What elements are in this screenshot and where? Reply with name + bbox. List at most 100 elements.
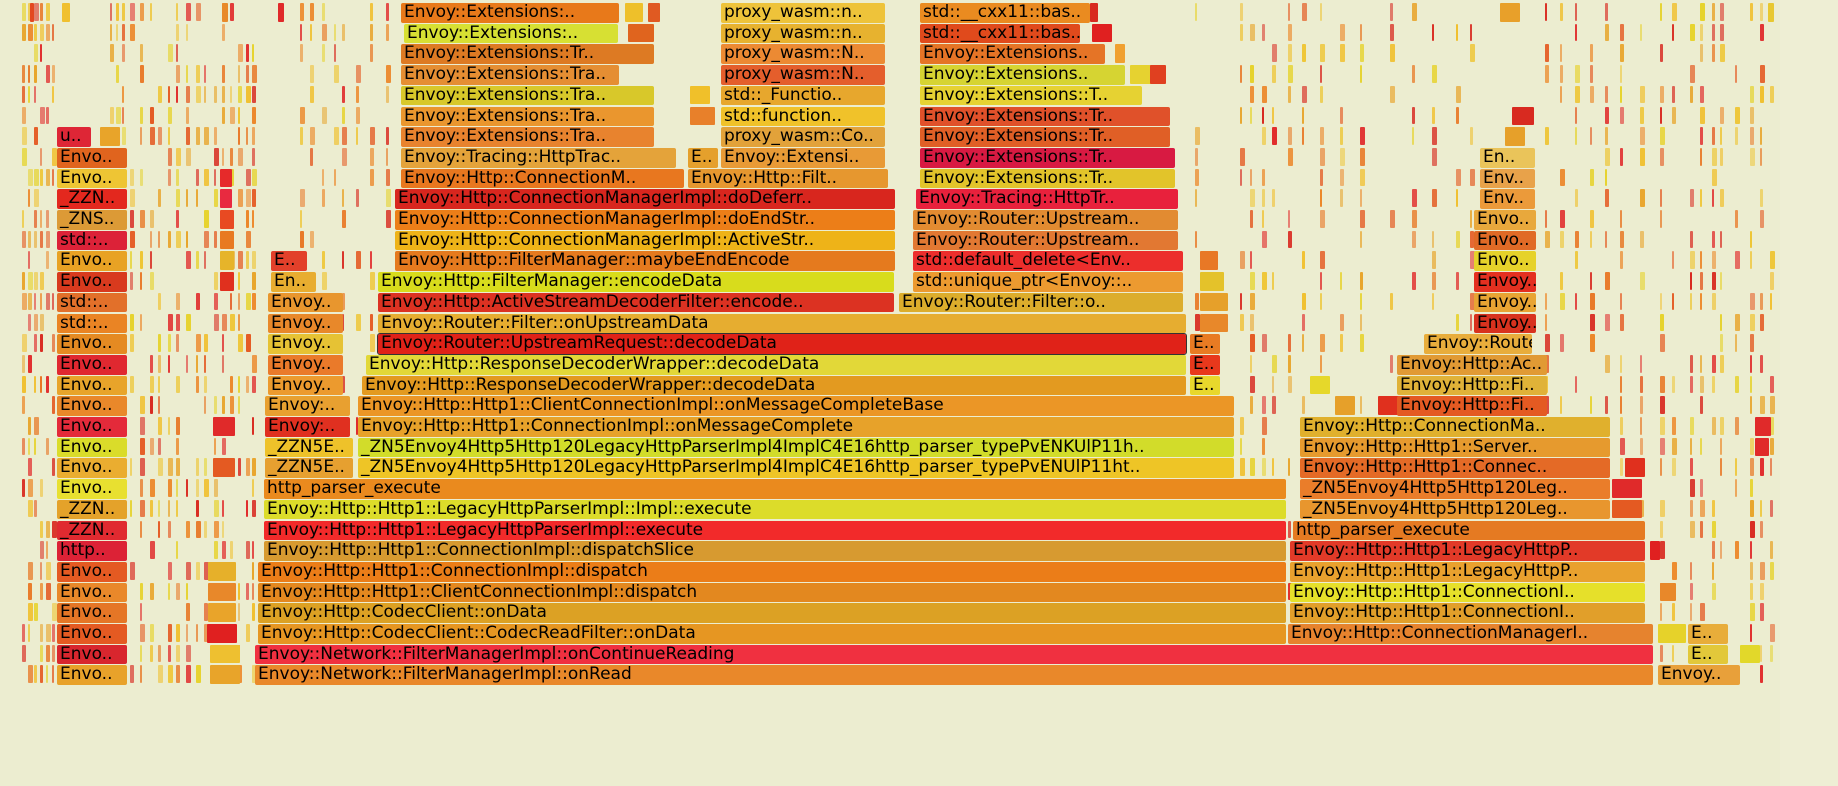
stack-frame-sliver[interactable] [1545, 210, 1547, 228]
stack-frame-sliver[interactable] [22, 106, 26, 125]
stack-frame-sliver[interactable] [214, 168, 216, 187]
stack-frame-sliver[interactable] [1470, 23, 1472, 42]
stack-frame-sliver[interactable] [40, 644, 43, 663]
stack-frame-sliver[interactable] [34, 44, 38, 63]
stack-frame-sliver[interactable] [1262, 458, 1266, 477]
stack-frame-sliver[interactable] [356, 417, 358, 435]
stack-frame-sliver[interactable] [1575, 106, 1577, 125]
stack-frame-sliver[interactable] [1605, 85, 1608, 104]
stack-frame-sliver[interactable] [34, 65, 37, 83]
stack-frame-sliver[interactable] [140, 499, 145, 518]
stack-frame-sliver[interactable] [1590, 210, 1594, 228]
stack-frame-sliver[interactable] [196, 561, 200, 580]
stack-frame-sliver[interactable] [1605, 147, 1610, 166]
stack-frame-sliver[interactable] [28, 230, 31, 249]
stack-frame-sliver[interactable] [222, 106, 225, 125]
stack-frame-sliver[interactable] [186, 189, 188, 207]
stack-frame-sliver[interactable] [196, 375, 199, 394]
stack-frame[interactable]: Envo.. [57, 479, 127, 499]
stack-frame-sliver[interactable] [52, 334, 55, 352]
stack-frame[interactable]: std::default_delete<Env.. [913, 251, 1183, 272]
stack-frame-sliver[interactable] [230, 292, 232, 311]
stack-frame-sliver[interactable] [22, 147, 27, 166]
stack-frame-sliver[interactable] [28, 582, 32, 601]
stack-frame-sliver[interactable] [46, 23, 50, 42]
stack-frame-sliver[interactable] [140, 624, 145, 642]
stack-frame-sliver[interactable] [220, 168, 232, 188]
stack-frame-sliver[interactable] [204, 85, 206, 104]
stack-frame[interactable]: Envoy::Extensions.. [920, 44, 1105, 65]
stack-frame-sliver[interactable] [1262, 417, 1267, 435]
stack-frame-sliver[interactable] [22, 230, 26, 249]
stack-frame-sliver[interactable] [238, 106, 240, 125]
stack-frame-sliver[interactable] [356, 106, 360, 125]
stack-frame-sliver[interactable] [1470, 292, 1475, 311]
stack-frame-sliver[interactable] [52, 624, 55, 642]
stack-frame-sliver[interactable] [1360, 230, 1362, 249]
stack-frame-sliver[interactable] [1700, 3, 1705, 21]
stack-frame-sliver[interactable] [1590, 272, 1592, 290]
stack-frame-sliver[interactable] [140, 106, 143, 125]
stack-frame-sliver[interactable] [1412, 189, 1417, 207]
stack-frame-sliver[interactable] [1690, 417, 1694, 435]
stack-frame-sliver[interactable] [196, 499, 199, 518]
stack-frame[interactable]: Envo.. [57, 603, 127, 623]
stack-frame-sliver[interactable] [220, 251, 234, 271]
stack-frame-sliver[interactable] [110, 23, 112, 42]
stack-frame-sliver[interactable] [1660, 499, 1665, 518]
stack-frame-sliver[interactable] [1640, 23, 1642, 42]
stack-frame-sliver[interactable] [1760, 354, 1763, 373]
stack-frame-sliver[interactable] [140, 458, 145, 477]
stack-frame-sliver[interactable] [1340, 168, 1344, 187]
stack-frame-sliver[interactable] [1770, 292, 1772, 311]
stack-frame-sliver[interactable] [150, 354, 153, 373]
stack-frame-sliver[interactable] [1640, 396, 1643, 414]
stack-frame-sliver[interactable] [1620, 375, 1622, 394]
stack-frame-sliver[interactable] [1302, 85, 1307, 104]
stack-frame-sliver[interactable] [40, 230, 43, 249]
stack-frame-sliver[interactable] [222, 499, 224, 518]
stack-frame-sliver[interactable] [252, 272, 256, 290]
stack-frame-sliver[interactable] [238, 272, 240, 290]
stack-frame[interactable]: Envo.. [57, 644, 127, 665]
stack-frame-sliver[interactable] [1090, 3, 1098, 22]
stack-frame-sliver[interactable] [1760, 644, 1762, 663]
stack-frame-sliver[interactable] [1750, 520, 1755, 539]
stack-frame-sliver[interactable] [150, 396, 153, 414]
stack-frame-sliver[interactable] [204, 230, 209, 249]
stack-frame-sliver[interactable] [1770, 417, 1774, 435]
stack-frame-sliver[interactable] [628, 23, 654, 43]
stack-frame-sliver[interactable] [46, 582, 51, 601]
stack-frame[interactable]: E.. [1688, 624, 1728, 644]
stack-frame-sliver[interactable] [1360, 292, 1362, 311]
scroll-track[interactable] [1780, 0, 1838, 786]
stack-frame-sliver[interactable] [140, 520, 142, 539]
stack-frame-sliver[interactable] [46, 541, 48, 559]
stack-frame-sliver[interactable] [186, 106, 189, 125]
stack-frame-sliver[interactable] [1302, 292, 1306, 311]
stack-frame-sliver[interactable] [1360, 44, 1364, 63]
stack-frame-sliver[interactable] [168, 417, 170, 435]
stack-frame-sliver[interactable] [1272, 106, 1274, 125]
stack-frame-sliver[interactable] [300, 230, 304, 249]
stack-frame-sliver[interactable] [214, 230, 217, 249]
stack-frame-sliver[interactable] [204, 396, 206, 414]
stack-frame[interactable]: Envoy::Http::ConnectionMa.. [1300, 417, 1610, 437]
stack-frame-sliver[interactable] [1735, 375, 1739, 394]
stack-frame-sliver[interactable] [176, 3, 178, 21]
stack-frame-sliver[interactable] [370, 23, 373, 42]
stack-frame-sliver[interactable] [208, 561, 236, 581]
stack-frame[interactable]: E.. [688, 147, 718, 168]
stack-frame-sliver[interactable] [1700, 437, 1702, 456]
stack-frame-sliver[interactable] [1200, 313, 1228, 333]
stack-frame-sliver[interactable] [1560, 85, 1562, 104]
stack-frame[interactable]: Envoy::Extensions.. [920, 65, 1125, 85]
stack-frame-sliver[interactable] [1250, 354, 1252, 373]
stack-frame-sliver[interactable] [1750, 230, 1752, 249]
stack-frame-sliver[interactable] [252, 251, 256, 270]
stack-frame-sliver[interactable] [230, 313, 235, 332]
stack-frame-sliver[interactable] [1575, 292, 1577, 311]
stack-frame-sliver[interactable] [1195, 127, 1200, 145]
stack-frame-sliver[interactable] [1712, 375, 1715, 394]
stack-frame-sliver[interactable] [1760, 3, 1763, 21]
